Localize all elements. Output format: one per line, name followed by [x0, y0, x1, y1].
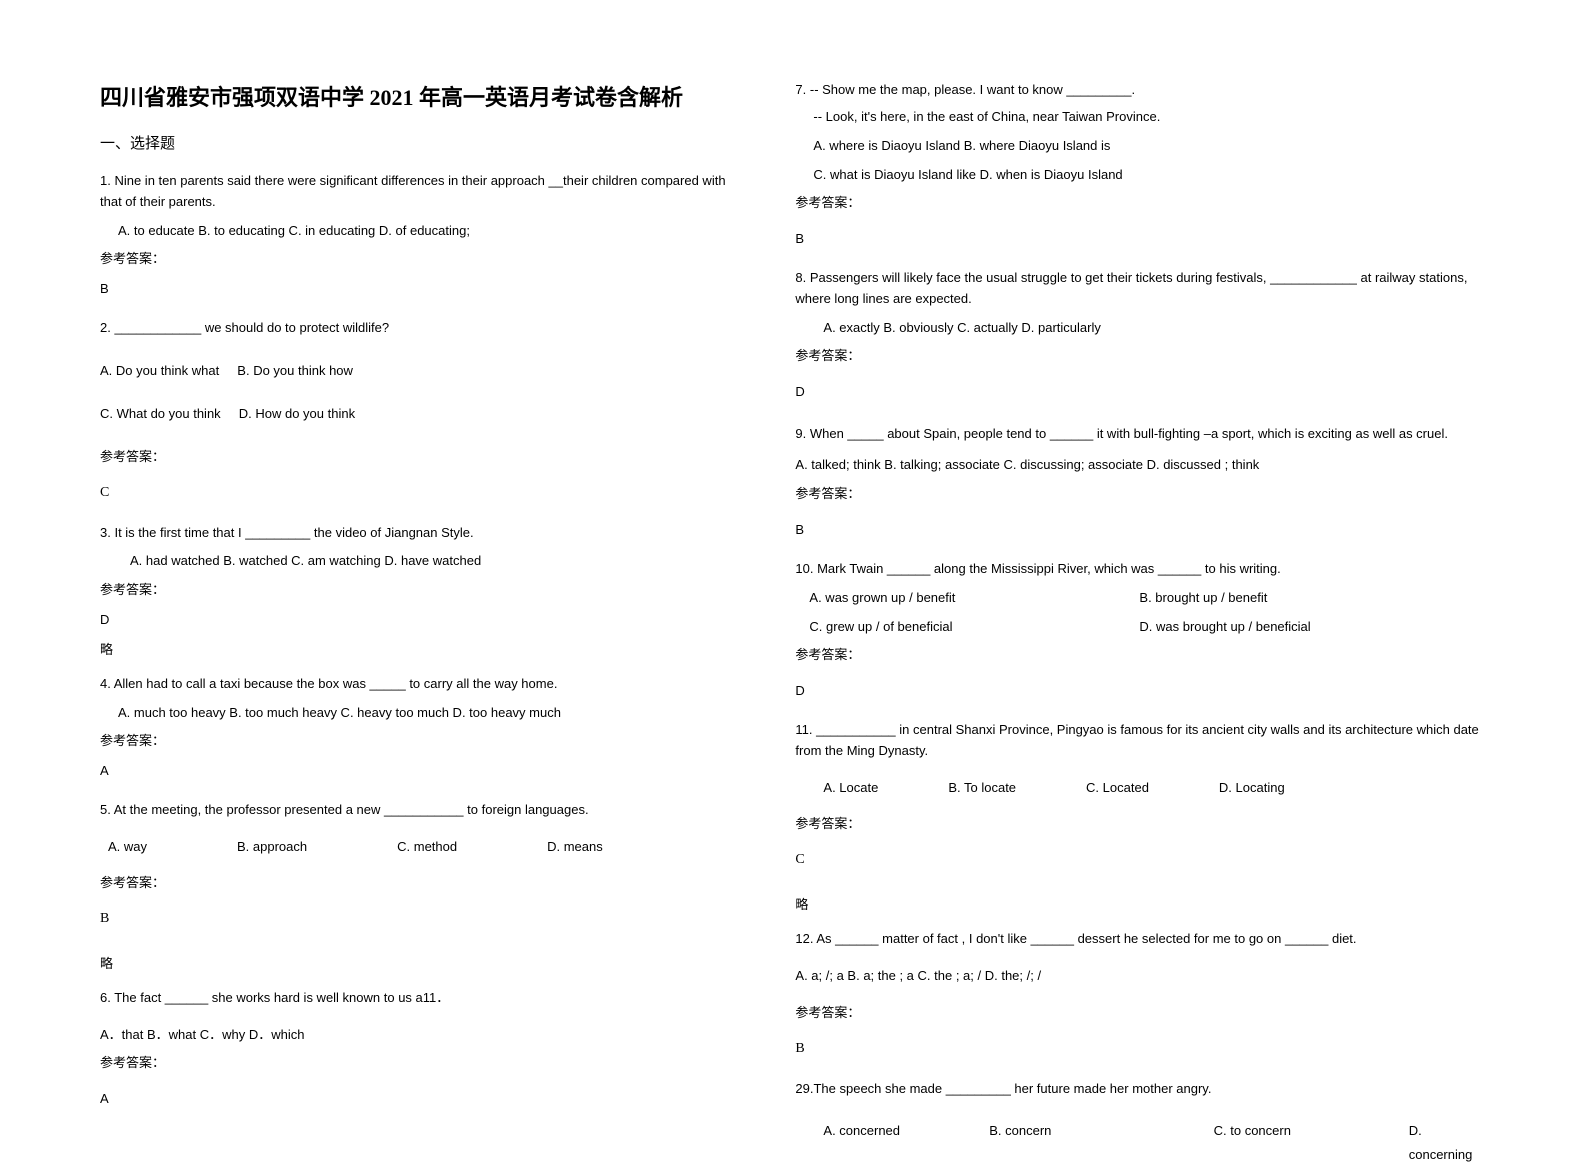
option-a: A. was grown up / benefit	[809, 586, 1139, 609]
document-title: 四川省雅安市强项双语中学 2021 年高一英语月考试卷含解析	[100, 80, 735, 112]
question-options: A. a; /; a B. a; the ; a C. the ; a; / D…	[795, 964, 1487, 987]
option-c: C. method	[397, 835, 457, 858]
option-b: B. concern	[989, 1119, 1213, 1166]
answer-label: 参考答案：	[100, 1052, 735, 1071]
option-a: A. way	[108, 835, 147, 858]
question-text: 5. At the meeting, the professor present…	[100, 800, 735, 821]
question-5: 5. At the meeting, the professor present…	[100, 800, 735, 978]
option-a: A. Locate	[823, 776, 878, 799]
answer-value: B	[795, 522, 1487, 537]
question-text: 2. ____________ we should do to protect …	[100, 318, 735, 339]
question-options: A. was grown up / benefit B. brought up …	[795, 586, 1487, 609]
option-d: D. Locating	[1219, 776, 1285, 799]
question-text: 4. Allen had to call a taxi because the …	[100, 674, 735, 695]
answer-value: B	[795, 1041, 1487, 1057]
option-c: C. to concern	[1214, 1119, 1409, 1166]
answer-value: C	[795, 852, 1487, 868]
question-options: A. where is Diaoyu Island B. where Diaoy…	[795, 134, 1487, 157]
omit-note: 略	[100, 953, 735, 972]
question-10: 10. Mark Twain ______ along the Mississi…	[795, 559, 1487, 711]
question-text: 10. Mark Twain ______ along the Mississi…	[795, 559, 1487, 580]
option-a: A. Do you think what	[100, 363, 219, 378]
option-b: B. approach	[237, 835, 307, 858]
answer-label: 参考答案：	[100, 730, 735, 749]
left-column: 四川省雅安市强项双语中学 2021 年高一英语月考试卷含解析 一、选择题 1. …	[100, 80, 735, 1042]
question-12: 12. As ______ matter of fact , I don't l…	[795, 929, 1487, 1068]
answer-value: A	[100, 1091, 735, 1106]
answer-label: 参考答案：	[795, 345, 1487, 364]
right-column: 7. -- Show me the map, please. I want to…	[795, 80, 1487, 1042]
question-text: 3. It is the first time that I _________…	[100, 523, 735, 544]
question-options: C. what is Diaoyu Island like D. when is…	[795, 163, 1487, 186]
answer-label: 参考答案：	[795, 1002, 1487, 1021]
question-9: 9. When _____ about Spain, people tend t…	[795, 421, 1487, 548]
question-2: 2. ____________ we should do to protect …	[100, 318, 735, 513]
question-options: A．that B．what C．why D．which	[100, 1023, 735, 1046]
option-d: D. means	[547, 835, 603, 858]
question-text: 7. -- Show me the map, please. I want to…	[795, 80, 1487, 101]
question-options: A. much too heavy B. too much heavy C. h…	[100, 701, 735, 724]
question-text: 6. The fact ______ she works hard is wel…	[100, 988, 735, 1009]
answer-value: A	[100, 763, 735, 778]
answer-label: 参考答案：	[100, 872, 735, 891]
question-8: 8. Passengers will likely face the usual…	[795, 268, 1487, 411]
answer-label: 参考答案：	[795, 192, 1487, 211]
answer-value: D	[795, 384, 1487, 399]
option-c: C. Located	[1086, 776, 1149, 799]
question-options: A. had watched B. watched C. am watching…	[100, 549, 735, 572]
option-d: D. was brought up / beneficial	[1139, 615, 1310, 638]
answer-label: 参考答案：	[795, 483, 1487, 502]
answer-label: 参考答案：	[795, 644, 1487, 663]
question-options: C. What do you think D. How do you think	[100, 402, 735, 425]
question-6: 6. The fact ______ she works hard is wel…	[100, 988, 735, 1118]
answer-value: B	[100, 911, 735, 927]
option-a: A. concerned	[823, 1119, 989, 1166]
question-options: A. Locate B. To locate C. Located D. Loc…	[795, 776, 1487, 799]
answer-value: D	[100, 612, 735, 627]
omit-note: 略	[100, 639, 735, 658]
question-options: A. talked; think B. talking; associate C…	[795, 453, 1487, 476]
option-d: D. How do you think	[239, 406, 355, 421]
option-c: C. grew up / of beneficial	[809, 615, 1139, 638]
answer-value: B	[100, 281, 735, 296]
section-heading: 一、选择题	[100, 132, 735, 153]
question-options: A. concerned B. concern C. to concern D.…	[795, 1119, 1487, 1166]
answer-label: 参考答案：	[795, 813, 1487, 832]
question-1: 1. Nine in ten parents said there were s…	[100, 171, 735, 308]
question-options: A. exactly B. obviously C. actually D. p…	[795, 316, 1487, 339]
answer-label: 参考答案：	[100, 446, 735, 465]
question-text: 1. Nine in ten parents said there were s…	[100, 171, 735, 213]
answer-value: D	[795, 683, 1487, 698]
question-text-2: -- Look, it's here, in the east of China…	[795, 107, 1487, 128]
question-text: 8. Passengers will likely face the usual…	[795, 268, 1487, 310]
question-7: 7. -- Show me the map, please. I want to…	[795, 80, 1487, 258]
question-4: 4. Allen had to call a taxi because the …	[100, 674, 735, 790]
option-b: B. To locate	[948, 776, 1016, 799]
answer-value: B	[795, 231, 1487, 246]
question-options: A. Do you think what B. Do you think how	[100, 359, 735, 382]
question-options: A. way B. approach C. method D. means	[100, 835, 735, 858]
question-text: 11. ___________ in central Shanxi Provin…	[795, 720, 1487, 762]
option-c: C. What do you think	[100, 406, 221, 421]
question-text: 29.The speech she made _________ her fut…	[795, 1079, 1487, 1100]
answer-label: 参考答案：	[100, 579, 735, 598]
omit-note: 略	[795, 894, 1487, 913]
question-options: C. grew up / of beneficial D. was brough…	[795, 615, 1487, 638]
question-11: 11. ___________ in central Shanxi Provin…	[795, 720, 1487, 919]
question-options: A. to educate B. to educating C. in educ…	[100, 219, 735, 242]
option-b: B. brought up / benefit	[1139, 586, 1267, 609]
question-text: 9. When _____ about Spain, people tend t…	[795, 421, 1487, 447]
answer-label: 参考答案：	[100, 248, 735, 267]
option-b: B. Do you think how	[237, 363, 353, 378]
question-3: 3. It is the first time that I _________…	[100, 523, 735, 664]
question-text: 12. As ______ matter of fact , I don't l…	[795, 929, 1487, 950]
option-d: D. concerning	[1409, 1119, 1487, 1166]
answer-value: C	[100, 485, 735, 501]
question-29: 29.The speech she made _________ her fut…	[795, 1079, 1487, 1172]
